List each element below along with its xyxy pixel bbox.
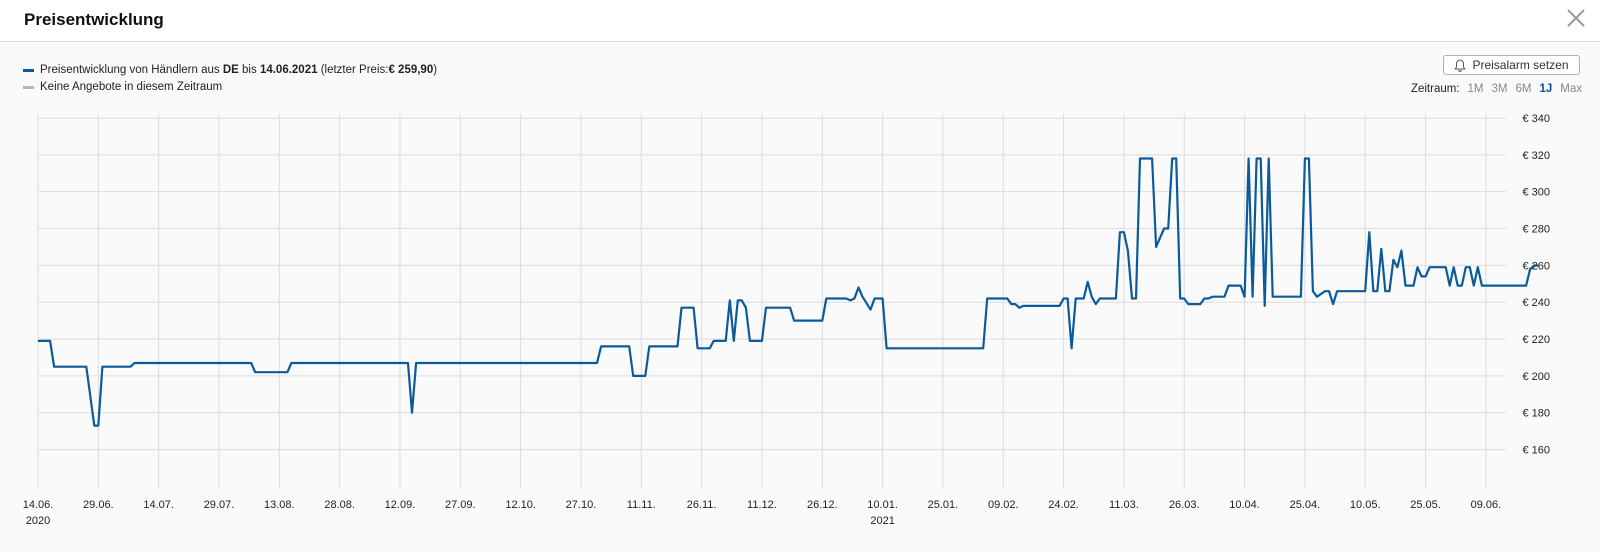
y-tick-label: € 160 <box>1522 445 1550 457</box>
x-tick-label: 25.01. <box>928 499 959 511</box>
x-tick-label: 09.06. <box>1471 499 1502 511</box>
y-tick-label: € 300 <box>1522 187 1550 199</box>
y-tick-label: € 280 <box>1522 224 1550 236</box>
dialog-header: Preisentwicklung <box>0 0 1600 42</box>
price-series-line <box>38 157 1539 427</box>
legend-date: 14.06.2021 <box>259 64 318 76</box>
x-tick-label: 12.10. <box>505 499 536 511</box>
period-option-1j[interactable]: 1J <box>1539 83 1553 95</box>
price-alert-button[interactable]: Preisalarm setzen <box>1443 55 1580 75</box>
legend-price-prefix: (letzter Preis: <box>320 64 389 76</box>
x-tick-label: 27.09. <box>445 499 476 511</box>
x-tick-label: 14.07. <box>143 499 174 511</box>
period-selector: Zeitraum: 1M 3M 6M 1J Max <box>1411 83 1582 95</box>
chart-panel: Preisentwicklung von Händlern aus DE bis… <box>0 42 1600 552</box>
x-tick-label: 26.03. <box>1169 499 1200 511</box>
legend-entry-no-offers: Keine Angebote in diesem Zeitraum <box>23 79 437 95</box>
x-tick-label: 28.08. <box>324 499 355 511</box>
legend-entry-prices: Preisentwicklung von Händlern aus DE bis… <box>23 62 437 78</box>
period-label: Zeitraum: <box>1410 83 1460 95</box>
x-tick-label: 12.09. <box>385 499 416 511</box>
x-tick-label: 11.12. <box>747 499 777 511</box>
x-tick-label: 27.10. <box>566 499 597 511</box>
x-tick-label: 14.06. <box>23 499 54 511</box>
y-tick-label: € 340 <box>1522 113 1550 125</box>
price-alert-label: Preisalarm setzen <box>1472 58 1569 72</box>
x-year-label: 2021 <box>870 515 894 527</box>
y-tick-label: € 180 <box>1522 408 1550 420</box>
x-year-label: 2020 <box>26 515 50 527</box>
legend-country: DE <box>222 64 239 76</box>
x-tick-label: 29.06. <box>83 499 114 511</box>
x-tick-label: 26.11. <box>687 499 717 511</box>
x-tick-label: 25.04. <box>1290 499 1321 511</box>
x-tick-label: 25.05. <box>1410 499 1441 511</box>
close-icon[interactable] <box>1564 6 1588 30</box>
legend-text-mid: bis <box>242 64 257 76</box>
legend-suffix: ) <box>433 64 438 76</box>
x-tick-label: 13.08. <box>264 499 295 511</box>
legend-last-price: € 259,90 <box>388 64 434 76</box>
legend-text-no-offers: Keine Angebote in diesem Zeitraum <box>40 81 223 93</box>
chart-legend: Preisentwicklung von Händlern aus DE bis… <box>23 62 437 96</box>
x-tick-label: 29.07. <box>204 499 235 511</box>
x-tick-label: 09.02. <box>988 499 1019 511</box>
period-option-max[interactable]: Max <box>1560 83 1582 95</box>
period-option-1m[interactable]: 1M <box>1467 83 1484 95</box>
x-tick-label: 10.01. <box>867 499 898 511</box>
y-tick-label: € 240 <box>1522 297 1550 309</box>
x-tick-label: 24.02. <box>1048 499 1079 511</box>
legend-text-prefix: Preisentwicklung von Händlern aus <box>40 64 220 76</box>
period-option-6m[interactable]: 6M <box>1515 83 1532 95</box>
y-tick-label: € 220 <box>1522 334 1550 346</box>
dialog-title: Preisentwicklung <box>24 10 164 29</box>
x-tick-label: 11.11. <box>627 499 656 511</box>
x-tick-label: 26.12. <box>807 499 838 511</box>
x-tick-label: 10.04. <box>1229 499 1260 511</box>
x-tick-label: 11.03. <box>1109 499 1139 511</box>
legend-swatch-prices <box>23 68 34 72</box>
legend-swatch-no-offers <box>23 85 34 89</box>
price-history-chart: 14.06. 2020 29.06. 14.07. 29.07. 13.08. 28.08.… <box>23 113 1550 527</box>
period-option-3m[interactable]: 3M <box>1491 83 1508 95</box>
y-tick-label: € 200 <box>1522 371 1550 383</box>
bell-icon <box>1454 58 1467 72</box>
y-tick-label: € 320 <box>1522 150 1550 162</box>
x-tick-label: 10.05. <box>1350 499 1381 511</box>
